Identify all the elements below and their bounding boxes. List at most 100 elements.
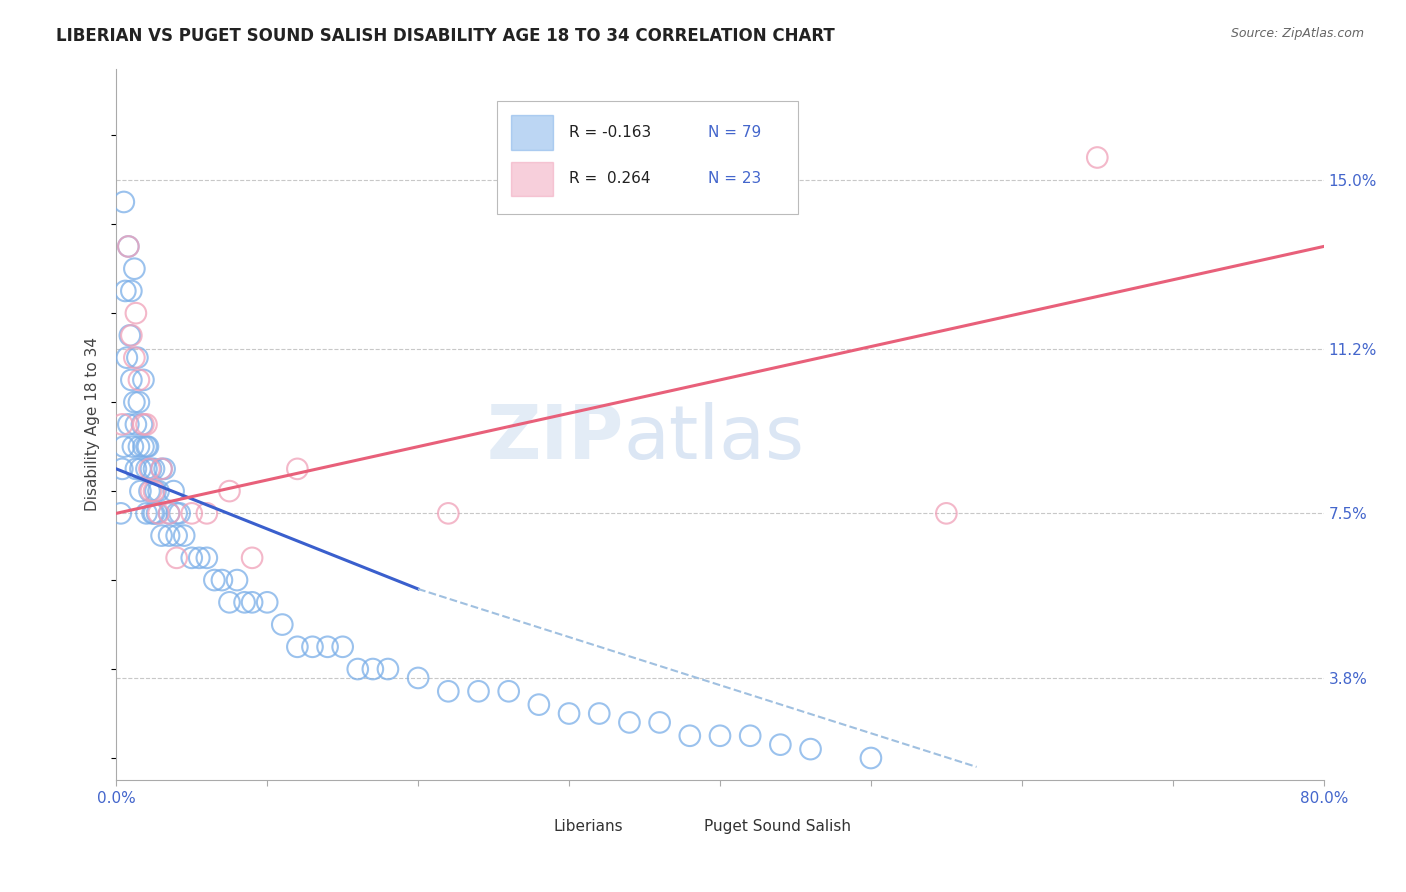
Point (558, 706, 581, 721)
Text: atlas: atlas (623, 402, 804, 475)
Point (166, 507, 188, 521)
Text: N = 79: N = 79 (707, 125, 761, 140)
Point (111, 417, 134, 432)
Y-axis label: Disability Age 18 to 34: Disability Age 18 to 34 (86, 337, 100, 511)
Point (143, 462, 166, 476)
Point (135, 417, 157, 432)
Point (131, 417, 153, 432)
Point (218, 595, 240, 609)
Point (124, 351, 146, 365)
Text: Source: ZipAtlas.com: Source: ZipAtlas.com (1230, 27, 1364, 40)
Point (157, 528, 180, 542)
Point (169, 507, 191, 521)
Point (166, 528, 188, 542)
Bar (512, 115, 554, 150)
Point (709, 729, 731, 743)
Bar (512, 161, 554, 196)
Point (117, 417, 139, 432)
Point (148, 507, 170, 521)
Point (125, 306, 148, 320)
Bar (665, 820, 696, 845)
Point (346, 662, 368, 676)
Point (135, 440, 157, 454)
Point (132, 440, 155, 454)
Point (117, 239, 139, 253)
Point (136, 440, 159, 454)
Point (437, 507, 460, 521)
Point (112, 194, 135, 209)
Text: N = 23: N = 23 (707, 171, 761, 186)
Text: R = -0.163: R = -0.163 (569, 125, 651, 140)
Point (122, 440, 145, 454)
Point (769, 738, 792, 752)
Point (211, 573, 233, 587)
Point (195, 507, 218, 521)
FancyBboxPatch shape (496, 101, 799, 214)
Point (129, 484, 152, 499)
Point (128, 373, 150, 387)
Point (141, 507, 163, 521)
Point (287, 462, 309, 476)
Point (112, 440, 135, 454)
Point (128, 440, 150, 454)
Point (256, 595, 278, 609)
Text: Liberians: Liberians (554, 819, 623, 834)
Point (125, 462, 148, 476)
Text: LIBERIAN VS PUGET SOUND SALISH DISABILITY AGE 18 TO 34 CORRELATION CHART: LIBERIAN VS PUGET SOUND SALISH DISABILIT… (56, 27, 835, 45)
Point (124, 261, 146, 276)
Point (124, 395, 146, 409)
Point (195, 550, 218, 565)
Point (740, 729, 762, 743)
Point (128, 395, 150, 409)
Point (301, 640, 323, 654)
Point (157, 507, 180, 521)
Point (202, 573, 225, 587)
Point (162, 484, 184, 499)
Point (114, 284, 136, 298)
Point (648, 715, 671, 730)
Point (132, 417, 155, 432)
Point (188, 550, 211, 565)
Point (1085, 151, 1108, 165)
Point (166, 550, 188, 565)
Point (146, 507, 169, 521)
Text: ZIP: ZIP (486, 402, 623, 475)
Point (332, 640, 354, 654)
Point (153, 462, 176, 476)
Point (143, 507, 166, 521)
Point (115, 351, 138, 365)
Point (467, 684, 489, 698)
Point (118, 328, 141, 343)
Point (233, 595, 256, 609)
Point (139, 462, 162, 476)
Point (218, 484, 240, 499)
Point (135, 507, 157, 521)
Point (132, 373, 155, 387)
Point (619, 715, 641, 730)
Point (138, 484, 160, 499)
Point (377, 662, 399, 676)
Point (127, 351, 149, 365)
Point (527, 698, 550, 712)
Point (361, 662, 384, 676)
Point (148, 484, 170, 499)
Point (799, 742, 821, 756)
Point (129, 462, 152, 476)
Point (143, 484, 166, 499)
Point (859, 751, 882, 765)
Point (226, 573, 249, 587)
Point (588, 706, 610, 721)
Point (157, 507, 180, 521)
Point (180, 507, 202, 521)
Point (117, 239, 139, 253)
Point (173, 528, 195, 542)
Bar (515, 820, 546, 845)
Point (437, 684, 460, 698)
Point (150, 462, 173, 476)
Point (135, 462, 157, 476)
Text: Puget Sound Salish: Puget Sound Salish (704, 819, 851, 834)
Point (240, 595, 263, 609)
Point (145, 484, 167, 499)
Point (138, 462, 160, 476)
Point (139, 484, 162, 499)
